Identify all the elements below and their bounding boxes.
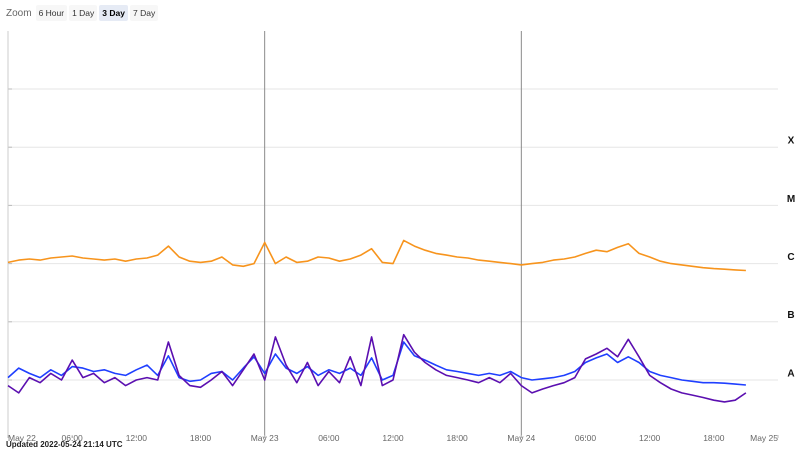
series-line-1 — [7, 239, 746, 272]
series-line-3 — [7, 333, 747, 403]
flare-class-label: X — [788, 136, 795, 147]
x-tick-label: 18:00 — [703, 433, 725, 443]
x-tick-label: 06:00 — [62, 433, 84, 443]
zoom-3-day-button[interactable]: 3 Day — [99, 5, 128, 21]
x-tick-label: 18:00 — [190, 433, 212, 443]
x-tick-label: 12:00 — [126, 433, 148, 443]
zoom-1-day-button[interactable]: 1 Day — [69, 5, 98, 21]
x-tick-label: May 23 — [251, 433, 279, 443]
flare-class-label: B — [787, 310, 794, 321]
zoom-label: Zoom — [6, 7, 32, 19]
zoom-7-day-button[interactable]: 7 Day — [129, 5, 159, 21]
x-tick-label: 12:00 — [639, 433, 661, 443]
updated-timestamp: Updated 2022-05-24 21:14 UTC — [6, 440, 123, 449]
zoom-6-hour-button[interactable]: 6 Hour — [35, 5, 68, 21]
series-line-2 — [7, 341, 746, 386]
x-tick-label: May 25 — [750, 433, 778, 443]
x-tick-label: May 22 — [8, 433, 36, 443]
x-tick-label: 06:00 — [318, 433, 340, 443]
x-tick-label: May 24 — [507, 433, 535, 443]
zoom-bar: Zoom 6 Hour 1 Day 3 Day 7 Day — [6, 4, 160, 22]
flare-class-label: C — [787, 252, 794, 263]
flare-class-label: M — [787, 194, 795, 205]
x-tick-label: 18:00 — [447, 433, 469, 443]
flare-class-label: A — [787, 368, 794, 379]
x-tick-label: 12:00 — [382, 433, 404, 443]
x-tick-label: 06:00 — [575, 433, 597, 443]
